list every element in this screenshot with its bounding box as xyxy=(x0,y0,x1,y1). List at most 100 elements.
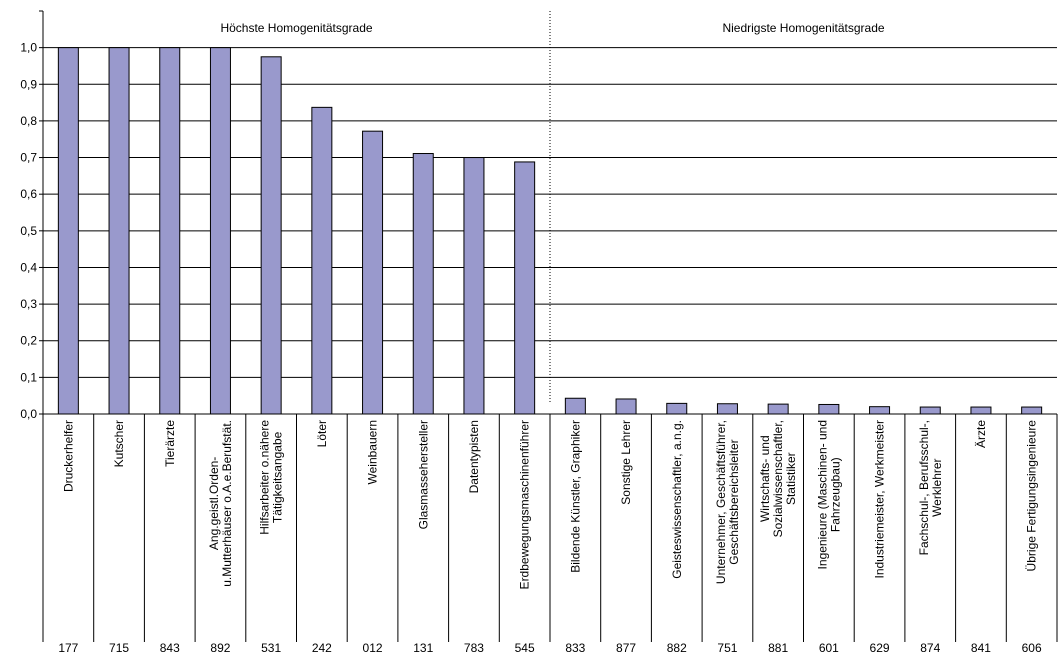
category-label: Datentypisten xyxy=(467,420,481,493)
bar xyxy=(514,161,536,415)
y-tick-label: 1,0 xyxy=(20,41,37,55)
category-label-line: Übrige Fertigungsingenieure xyxy=(1025,420,1039,572)
occupation-code: 783 xyxy=(464,641,484,655)
occupation-code: 545 xyxy=(515,641,535,655)
category-label-line: Industriemeister, Werkmeister xyxy=(873,420,887,579)
occupation-code: 177 xyxy=(58,641,78,655)
bar xyxy=(209,47,231,415)
section-label: Höchste Homogenitätsgrade xyxy=(220,21,372,35)
category-label-line: Ärzte xyxy=(974,420,988,448)
occupation-code: 629 xyxy=(870,641,890,655)
category-label-line: Druckerhelfer xyxy=(61,420,75,492)
bar xyxy=(311,106,333,415)
y-tick-label: 0,0 xyxy=(20,407,37,421)
category-label: Unternehmer, Geschäftsführer, Geschäftsbe… xyxy=(714,420,741,584)
y-tick-label: 0,3 xyxy=(20,297,37,311)
category-label: Weinbauern xyxy=(366,420,380,485)
category-label: Fachschul-, Berufsschul-, Werklehrer xyxy=(917,420,944,555)
category-label: Wirtschafts- und Sozialwissenschaftler, St… xyxy=(758,420,798,537)
category-label-line: Wirtschafts- und xyxy=(758,435,772,522)
category-label: Glasmassehersteller xyxy=(416,420,430,529)
occupation-code: 242 xyxy=(312,641,332,655)
bar xyxy=(818,403,840,415)
bars xyxy=(57,47,1043,415)
bar xyxy=(412,153,434,415)
category-label-line: Fachschul-, Berufsschul-, xyxy=(917,420,931,555)
category-label: Übrige Fertigungsingenieure xyxy=(1025,420,1039,572)
y-tick-label: 0,9 xyxy=(20,77,37,91)
category-label-line: Weinbauern xyxy=(366,420,380,485)
category-label: Ärzte xyxy=(974,420,988,448)
bar xyxy=(564,397,586,415)
occupation-code: 874 xyxy=(920,641,940,655)
category-label-line: Sonstige Lehrer xyxy=(619,420,633,505)
category-label-line: Hilfsarbeiter o.nähere xyxy=(258,420,272,535)
category-label: Ingenieure (Maschinen- und Fahrzeugbau) xyxy=(815,420,842,569)
bar xyxy=(615,398,637,415)
occupation-code: 877 xyxy=(616,641,636,655)
category-label: Kutscher xyxy=(112,420,126,467)
bar xyxy=(919,406,941,415)
category-label-line: Ang.geistl.Orden- xyxy=(207,457,221,550)
occupation-code: 841 xyxy=(971,641,991,655)
occupation-code: 012 xyxy=(363,641,383,655)
bar xyxy=(159,47,181,415)
section-label: Niedrigste Homogenitätsgrade xyxy=(722,21,884,35)
occupation-code: 751 xyxy=(717,641,737,655)
bar xyxy=(463,157,485,415)
category-label-line: Tätigkeitsangabe xyxy=(271,431,285,523)
category-label: Industriemeister, Werkmeister xyxy=(873,420,887,579)
bar xyxy=(970,406,992,415)
category-label-line: Geisteswissenschaftler, a.n.g. xyxy=(670,420,684,579)
category-label-line: Löter xyxy=(315,420,329,447)
axes xyxy=(39,10,1058,642)
category-label: Bildende Künstler, Graphiker xyxy=(568,420,582,573)
category-label: Druckerhelfer xyxy=(61,420,75,492)
category-label-line: Statistiker xyxy=(784,452,798,505)
category-label-line: Tierärzte xyxy=(163,420,177,467)
y-tick-label: 0,5 xyxy=(20,224,37,238)
y-tick-label: 0,2 xyxy=(20,334,37,348)
bar xyxy=(767,403,789,415)
bar xyxy=(1021,406,1043,415)
bar xyxy=(666,402,688,415)
category-label-line: Erdbewegungsmaschinenführer xyxy=(518,420,532,589)
category-label: Tierärzte xyxy=(163,420,177,467)
category-label: Löter xyxy=(315,420,329,447)
category-label-line: Glasmassehersteller xyxy=(416,420,430,529)
occupation-code: 131 xyxy=(413,641,433,655)
category-label-line: Datentypisten xyxy=(467,420,481,493)
category-label: Hilfsarbeiter o.nähere Tätigkeitsangabe xyxy=(258,420,285,535)
y-tick-label: 0,6 xyxy=(20,187,37,201)
category-label-line: Fahrzeugbau) xyxy=(828,457,842,532)
labels: 0,0 0,1 0,2 0,3 0,4 0,5 0,6 0,7 0,8 0,9 1,0 Höchste… xyxy=(20,21,1042,655)
category-label-line: u.Mutterhäuser o.A.e.Berufstät. xyxy=(220,420,234,587)
category-label: Erdbewegungsmaschinenführer xyxy=(518,420,532,589)
y-tick-label: 0,1 xyxy=(20,370,37,384)
occupation-code: 601 xyxy=(819,641,839,655)
occupation-code: 833 xyxy=(565,641,585,655)
bar xyxy=(869,406,891,415)
y-tick-label: 0,8 xyxy=(20,114,37,128)
occupation-code: 715 xyxy=(109,641,129,655)
category-label-line: Ingenieure (Maschinen- und xyxy=(815,420,829,569)
category-label-line: Kutscher xyxy=(112,420,126,467)
y-tick-label: 0,4 xyxy=(20,260,37,274)
occupation-code: 531 xyxy=(261,641,281,655)
bar xyxy=(260,56,282,415)
bar xyxy=(362,130,384,415)
category-label-line: Geschäftsbereichsleiter xyxy=(727,439,741,564)
category-label: Ang.geistl.Orden-u.Mutterhäuser o.A.e.Be… xyxy=(207,420,234,587)
category-label-line: Sozialwissenschaftler, xyxy=(771,420,785,537)
occupation-code: 843 xyxy=(160,641,180,655)
bar xyxy=(716,403,738,415)
occupation-code: 892 xyxy=(210,641,230,655)
category-label: Geisteswissenschaftler, a.n.g. xyxy=(670,420,684,579)
bar xyxy=(57,47,79,415)
occupation-code: 881 xyxy=(768,641,788,655)
occupation-code: 606 xyxy=(1022,641,1042,655)
y-tick-label: 0,7 xyxy=(20,151,37,165)
category-label-line: Unternehmer, Geschäftsführer, xyxy=(714,420,728,584)
category-label: Sonstige Lehrer xyxy=(619,420,633,505)
category-label-line: Werklehrer xyxy=(930,458,944,516)
